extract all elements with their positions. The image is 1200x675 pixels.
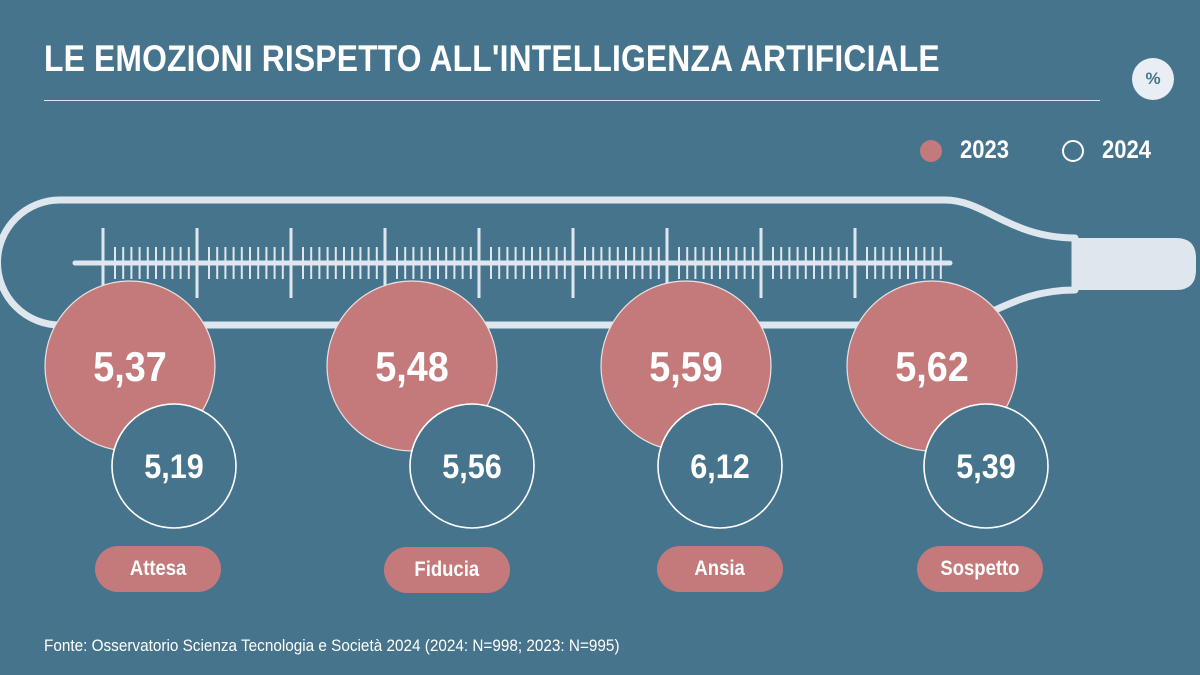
legend-label-2024: 2024 [1101, 136, 1151, 164]
title-divider [44, 100, 1100, 101]
legend-label-2023: 2023 [960, 136, 1009, 164]
category-label: Fiducia [414, 558, 480, 581]
legend-swatch-outline-icon [1061, 139, 1084, 162]
legend-swatch-filled-icon [920, 139, 942, 162]
bubble-layer: 5,37 5,19 5,48 5,56 5,59 6,12 5,62 5,39 [44, 280, 1049, 529]
category-pill-ansia: Ansia [657, 546, 783, 592]
value-2023-ansia: 5,59 [649, 344, 723, 390]
value-2023-sospetto: 5,62 [895, 344, 969, 390]
value-2023-fiducia: 5,48 [375, 344, 449, 390]
source-note: Fonte: Osservatorio Scienza Tecnologia e… [44, 636, 620, 655]
value-2023-attesa: 5,37 [93, 344, 167, 390]
value-2024-sospetto: 5,39 [956, 448, 1016, 486]
bubble-2024-fiducia [409, 403, 535, 529]
value-2024-ansia: 6,12 [690, 448, 750, 486]
thermometer-cap [1072, 238, 1196, 290]
value-2024-fiducia: 5,56 [442, 448, 502, 486]
legend-item-2023: 2023 [920, 136, 1016, 165]
page-title: LE EMOZIONI RISPETTO ALL'INTELLIGENZA AR… [44, 38, 940, 79]
category-label: Sospetto [940, 557, 1020, 580]
category-pill-sospetto: Sospetto [917, 546, 1043, 592]
unit-badge: % [1132, 58, 1174, 100]
value-2024-attesa: 5,19 [144, 448, 204, 486]
category-pill-fiducia: Fiducia [384, 547, 510, 593]
bubble-2024-sospetto [923, 403, 1049, 529]
legend-item-2024: 2024 [1061, 136, 1158, 165]
bubble-2024-attesa [111, 403, 237, 529]
thermometer-outline [0, 196, 1079, 329]
bubble-2024-ansia [657, 403, 783, 529]
legend: 2023 2024 [920, 136, 1157, 165]
category-pill-attesa: Attesa [95, 546, 221, 592]
category-label: Ansia [694, 557, 746, 580]
category-label: Attesa [129, 557, 187, 580]
